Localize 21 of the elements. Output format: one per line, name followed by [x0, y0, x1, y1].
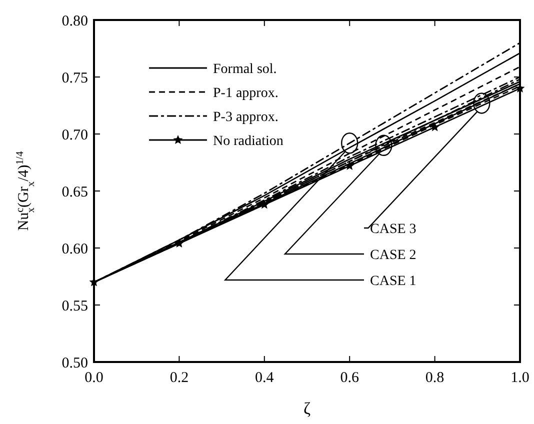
annotation: CASE 1	[370, 274, 416, 289]
x-tick-label: 0.6	[340, 370, 360, 386]
y-tick-label: 0.80	[62, 13, 88, 30]
x-tick-label: 1.0	[510, 370, 530, 386]
legend-label: No radiation	[213, 134, 284, 149]
annotation: CASE 2	[370, 248, 416, 263]
y-tick-label: 0.55	[62, 298, 88, 314]
legend-label: Formal sol.	[213, 62, 277, 77]
legend-label: P-3 approx.	[213, 110, 278, 125]
x-tick-label: 0.0	[84, 370, 104, 386]
y-tick-label: 0.60	[62, 241, 88, 258]
x-tick-label: 0.4	[255, 370, 274, 386]
x-axis-title: ζ	[303, 399, 311, 418]
x-tick-label: 0.2	[170, 370, 189, 386]
y-tick-label: 0.50	[62, 355, 88, 372]
annotation: CASE 3	[370, 222, 416, 237]
x-tick-label: 0.8	[425, 370, 444, 386]
y-tick-label: 0.65	[62, 184, 88, 200]
legend-label: P-1 approx.	[213, 86, 278, 101]
y-tick-label: 0.75	[62, 70, 88, 86]
y-tick-label: 0.70	[62, 127, 88, 144]
